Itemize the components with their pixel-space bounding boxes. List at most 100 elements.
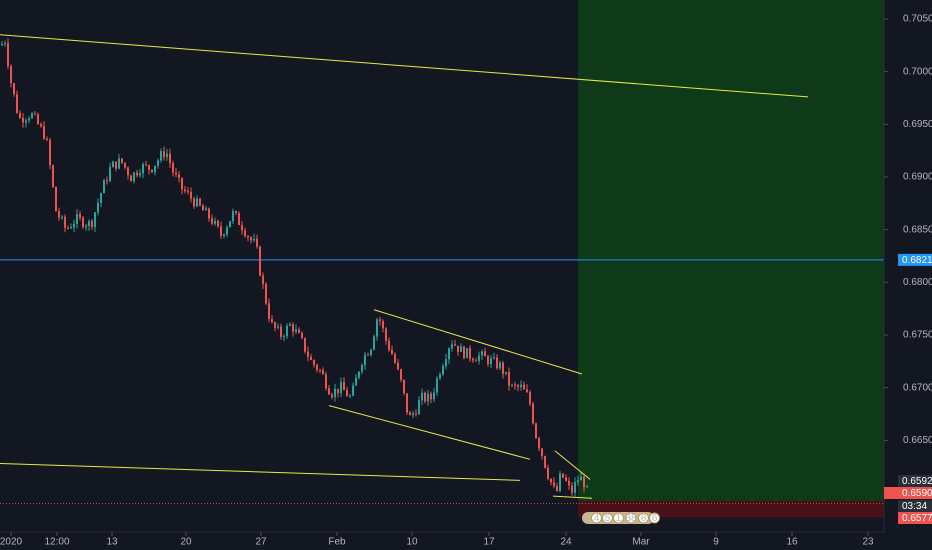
candle-body [436, 378, 438, 393]
candle-body [451, 344, 453, 349]
candle-body [16, 94, 18, 113]
candle-body [526, 389, 528, 393]
candle-body [448, 348, 450, 360]
event-badge-icon [638, 512, 649, 524]
trendline [373, 309, 583, 375]
candle-body [454, 344, 456, 346]
stop-level-tag-bg [898, 487, 932, 499]
candle-body [79, 214, 81, 218]
candle-body [67, 227, 69, 229]
candle-body [490, 358, 492, 365]
candle-body [547, 467, 549, 479]
target-level-tag: 0.65775 [902, 513, 932, 524]
candle-body [112, 161, 114, 168]
candle-body [367, 354, 369, 356]
event-badge-icon [591, 512, 602, 524]
countdown-tag: 03:34 [902, 501, 927, 512]
candle-body [250, 237, 252, 241]
event-badges[interactable]: 4 5 1 38 8 6 [582, 512, 660, 524]
candle-body [52, 165, 54, 187]
candle-body [427, 393, 429, 402]
candle-body [172, 163, 174, 173]
candle-body [352, 385, 354, 396]
candle-body [385, 328, 387, 341]
candle-body [148, 164, 150, 170]
candle-body [142, 164, 144, 174]
candle-body [202, 205, 204, 211]
candle-body [517, 385, 519, 387]
candle-body [283, 336, 285, 338]
countdown-tag-bg [898, 500, 932, 512]
candle-body [328, 388, 330, 395]
trendlines [0, 34, 809, 499]
candle-body [430, 393, 432, 400]
event-badge-count: 4 [594, 513, 600, 524]
axes [0, 0, 885, 533]
candle-body [574, 482, 576, 493]
x-tick-label: 24 [560, 537, 572, 548]
candle-body [85, 225, 87, 228]
event-badge-icon [649, 512, 660, 524]
trendline [554, 450, 591, 480]
candle-body [295, 329, 297, 332]
candle-body [25, 120, 27, 123]
candle-body [322, 370, 324, 375]
candle-body [115, 161, 117, 169]
candle-body [460, 346, 462, 352]
candle-body [130, 175, 132, 182]
candle-body [289, 324, 291, 326]
x-tick-label: 10 [406, 537, 418, 548]
candle-body [580, 476, 582, 481]
candle-body [253, 238, 255, 241]
candle-body [349, 395, 351, 397]
candle-body [337, 388, 339, 394]
horizontal-lines [0, 259, 884, 505]
position-zones [578, 0, 884, 518]
candle-body [484, 351, 486, 357]
candle-body [376, 319, 378, 337]
candle-body [208, 208, 210, 219]
candle-body [532, 403, 534, 424]
candle-body [418, 400, 420, 415]
candle-body [154, 165, 156, 173]
candle-body [487, 356, 489, 365]
candle-body [442, 366, 444, 375]
candle-body [100, 193, 102, 203]
candle-body [271, 318, 273, 323]
candle-body [226, 227, 228, 235]
x-tick-label: 9 [713, 537, 719, 548]
event-badge-icon [625, 512, 637, 524]
candle-body [244, 230, 246, 237]
candle-body [205, 208, 207, 211]
candle-body [262, 275, 264, 284]
candle-body [388, 340, 390, 350]
candle-body [538, 438, 540, 449]
candle-body [163, 151, 165, 158]
candle-body [28, 118, 30, 121]
candle-body [40, 124, 42, 127]
event-badge-icon [602, 512, 613, 524]
last-price-tag: 0.65925 [902, 476, 932, 487]
candle-body [577, 480, 579, 483]
x-tick-label: 27 [255, 537, 267, 548]
candle-body [439, 374, 441, 379]
candle-body [109, 167, 111, 181]
candle-body [433, 392, 435, 400]
candle-body [106, 180, 108, 182]
candle-body [169, 153, 171, 164]
candle-body [565, 477, 567, 481]
candle-body [478, 355, 480, 361]
candle-body [136, 172, 138, 176]
candle-body [355, 377, 357, 386]
candle-body [469, 348, 471, 359]
candle-body [34, 113, 36, 115]
event-badge-count: 6 [652, 513, 658, 524]
candle-body [520, 384, 522, 387]
candle-body [94, 212, 96, 227]
candle-body [382, 320, 384, 329]
x-tick-label: Feb [328, 537, 346, 548]
candle-body [307, 351, 309, 357]
